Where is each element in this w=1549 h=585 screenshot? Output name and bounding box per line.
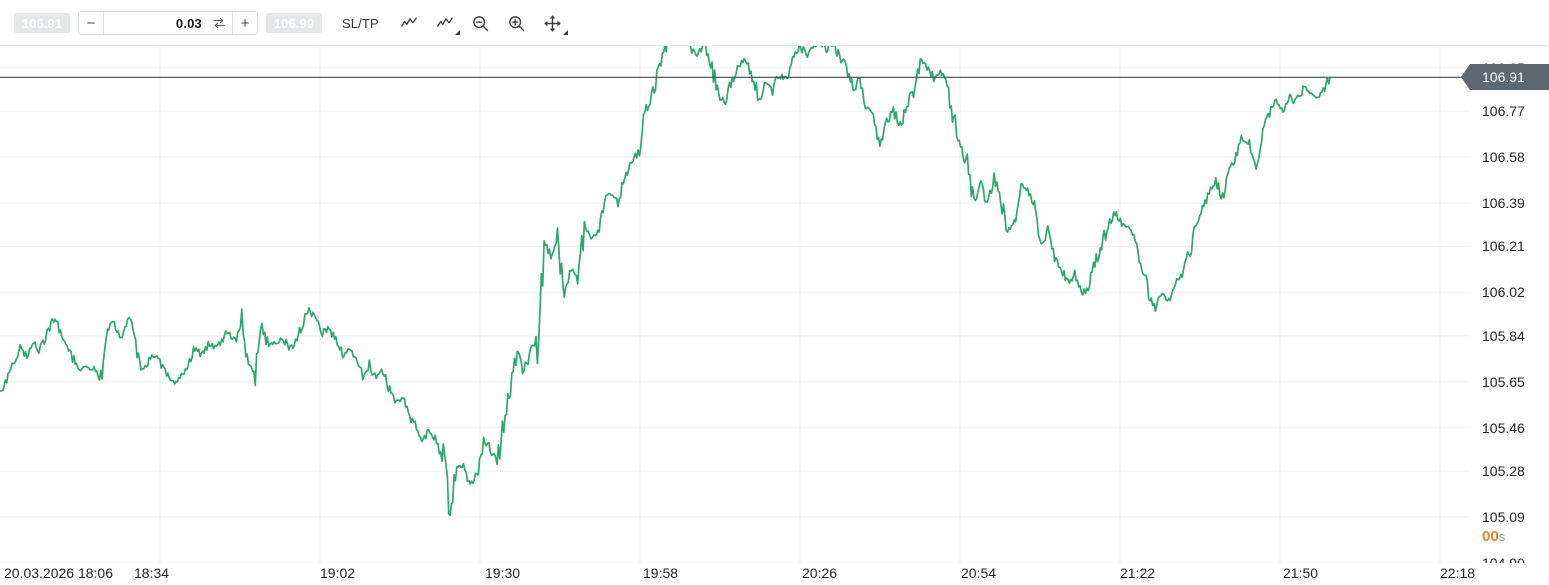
time-axis[interactable]: 20.03.2026 18:06 18:34 19:02 19:30 19:58 20:2… [0, 563, 1549, 585]
chart-svg [0, 0, 1470, 563]
price-axis[interactable]: 107.14106.95106.77106.58106.39106.21106.… [1461, 0, 1549, 571]
bar-countdown-timer: 00s [1470, 528, 1549, 545]
trade-toolbar: 106.91 − 0.03 + 106.99 SL/TP [0, 0, 1549, 46]
time-tick-label: 18:34 [134, 565, 170, 581]
line-chart-icon[interactable] [397, 11, 421, 35]
time-tick-label: 20:26 [802, 565, 838, 581]
time-tick-label: 21:22 [1120, 565, 1156, 581]
price-tick-label: 106.58 [1482, 149, 1525, 166]
horizontal-gridlines [0, 21, 1470, 563]
sltp-button[interactable]: SL/TP [342, 15, 379, 31]
current-price-badge: 106.91 [1461, 64, 1549, 91]
pan-corner-icon [562, 30, 568, 35]
pan-move-icon[interactable] [541, 11, 568, 35]
time-tick-label: 22:18 [1440, 565, 1476, 581]
line-chart-dropdown-icon[interactable] [433, 11, 460, 35]
zoom-in-icon[interactable] [505, 11, 529, 35]
time-tick-label: 20:54 [961, 565, 997, 581]
price-tick-label: 105.28 [1482, 463, 1525, 480]
price-tick-label: 105.84 [1482, 327, 1525, 344]
time-tick-label: 19:58 [643, 565, 679, 581]
price-tick-label: 106.02 [1482, 284, 1525, 301]
volume-input[interactable]: 0.03 [104, 12, 232, 34]
ask-price-chip[interactable]: 106.99 [266, 13, 322, 33]
price-tick-label: 105.65 [1482, 373, 1525, 390]
chart-tool-icons [397, 11, 568, 35]
countdown-value: 00 [1482, 528, 1499, 545]
bid-price-chip[interactable]: 106.91 [14, 13, 70, 33]
volume-value: 0.03 [175, 15, 202, 31]
price-tick-label: 106.77 [1482, 103, 1525, 120]
zoom-out-icon[interactable] [469, 11, 493, 35]
time-tick-label: 21:50 [1283, 565, 1319, 581]
time-tick-label: 19:02 [320, 565, 356, 581]
toolbar-divider [0, 45, 1549, 46]
swap-icon[interactable] [212, 16, 226, 30]
price-tick-label: 105.46 [1482, 419, 1525, 436]
volume-decrease-button[interactable]: − [79, 12, 104, 34]
vertical-gridlines [159, 0, 1441, 563]
volume-stepper: − 0.03 + [78, 11, 258, 35]
price-series-line [0, 1, 1331, 517]
price-tick-label: 106.21 [1482, 238, 1525, 255]
time-tick-label: 19:30 [485, 565, 521, 581]
countdown-unit: s [1498, 529, 1506, 544]
dropdown-corner-icon [454, 30, 460, 35]
volume-increase-button[interactable]: + [232, 12, 257, 34]
price-tick-label: 105.09 [1482, 509, 1525, 526]
time-tick-label: 20.03.2026 18:06 [4, 565, 113, 581]
price-chart-plot[interactable] [0, 0, 1470, 563]
price-tick-label: 106.39 [1482, 194, 1525, 211]
